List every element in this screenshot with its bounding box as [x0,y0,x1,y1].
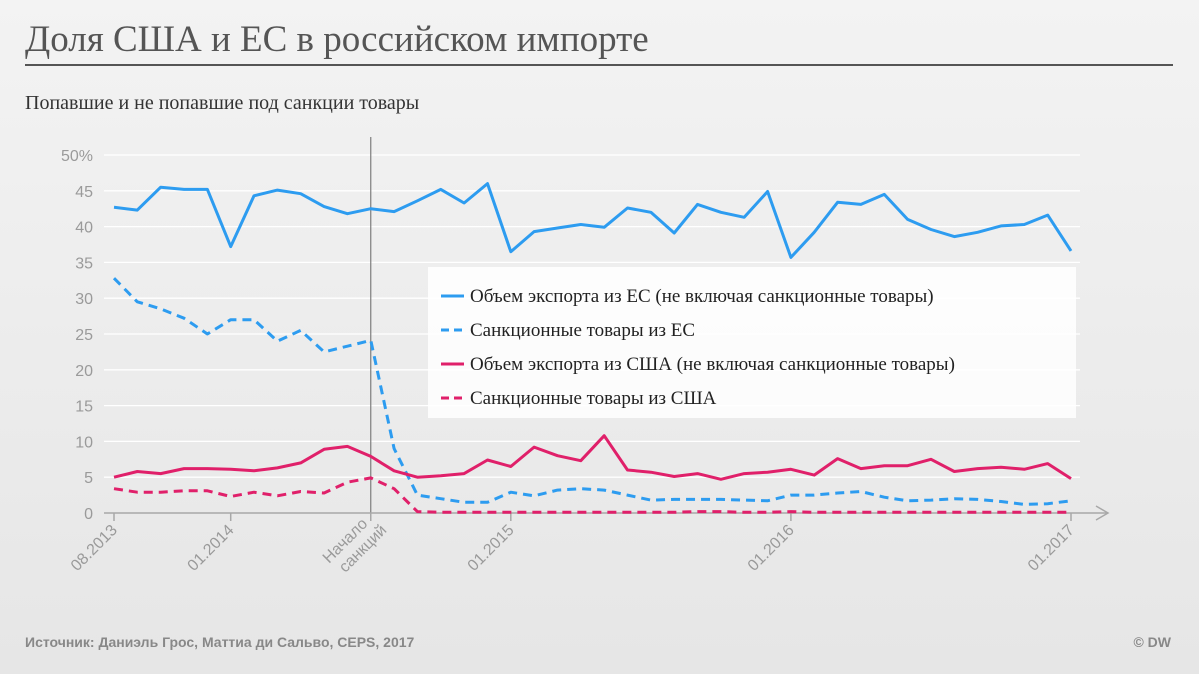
y-tick-label: 25 [75,327,93,344]
legend: Объем экспорта из ЕС (не включая санкцио… [428,267,1076,418]
legend-label-4: Санкционные товары из США [470,388,717,409]
y-tick-label: 15 [75,399,93,416]
copyright: © DW [1133,634,1171,650]
chart-title: Доля США и ЕС в российском импорте [25,19,649,60]
y-tick-label: 40 [75,220,93,237]
legend-label-3: Объем экспорта из США (не включая санкци… [470,354,955,375]
y-tick-label: 5 [84,470,93,487]
series-line-4 [113,476,1071,514]
y-tick-label: 10 [75,434,93,451]
x-tick-labels: 08.2013 01.2014 Началосанкций 01.2015 01.201… [68,509,1078,580]
x-tick-label: Началосанкций [320,509,391,580]
series-lines [112,182,1073,514]
source-note: Источник: Даниэль Грос, Маттиа ди Сальво… [25,634,415,650]
x-tick-label: 08.2013 [68,522,121,575]
y-tick-label: 50% [61,148,93,165]
legend-label-1: Объем экспорта из ЕС (не включая санкцио… [470,286,934,307]
y-tick-labels: 0 5 10 15 20 25 30 35 40 45 50% [61,148,93,523]
legend-label-2: Санкционные товары из ЕС [470,320,695,341]
series-line-3 [113,434,1072,481]
y-tick-label: 0 [84,506,93,523]
y-tick-label: 35 [75,255,93,272]
series-line-1 [113,182,1073,259]
series-line-2 [112,277,1072,506]
x-tick-label: 01.2015 [465,522,518,575]
x-tick-label: 01.2014 [185,522,238,575]
y-tick-label: 45 [75,184,93,201]
x-tick-label: 01.2016 [745,522,798,575]
y-tick-label: 20 [75,363,93,380]
legend-box [428,267,1076,418]
y-tick-label: 30 [75,291,93,308]
title-divider [25,64,1173,66]
chart-subtitle: Попавшие и не попавшие под санкции товар… [25,92,420,114]
x-axis-arrow [1095,505,1110,521]
x-tick-label: 01.2017 [1025,522,1078,575]
